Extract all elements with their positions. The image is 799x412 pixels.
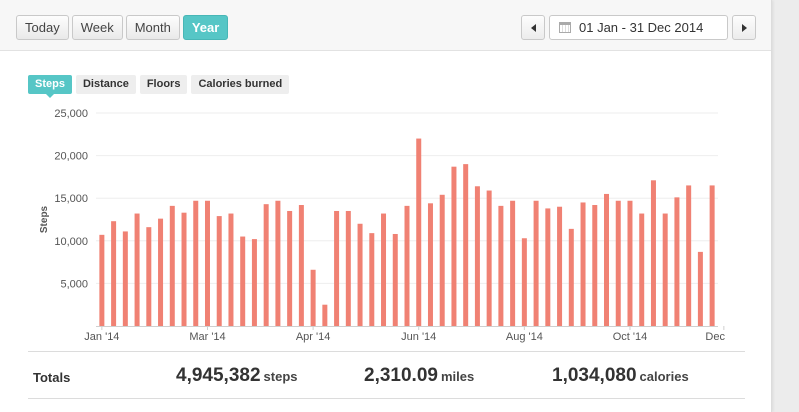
x-tick-label: Apr '14 bbox=[296, 331, 331, 343]
bar bbox=[310, 269, 316, 326]
bar bbox=[662, 213, 668, 326]
bar bbox=[345, 210, 351, 326]
bar bbox=[357, 223, 363, 326]
totals-bottom-divider bbox=[28, 398, 745, 399]
total-steps-value: 4,945,382 bbox=[176, 365, 261, 386]
tab-distance[interactable]: Distance bbox=[75, 75, 136, 94]
steps-bar-chart: 5,000 10,000 15,000 20,000 25,000 Steps Jan '1… bbox=[39, 108, 728, 343]
x-tick-label: Dec '14 bbox=[705, 331, 728, 343]
total-steps-unit: steps bbox=[263, 369, 298, 384]
bar bbox=[650, 180, 656, 326]
range-today-button[interactable]: Today bbox=[16, 15, 69, 40]
total-miles-unit: miles bbox=[440, 369, 475, 384]
bar bbox=[580, 202, 586, 326]
total-calories-unit: calories bbox=[639, 369, 689, 384]
range-year-button[interactable]: Year bbox=[182, 15, 229, 40]
bar bbox=[334, 210, 340, 326]
bar bbox=[392, 233, 398, 326]
total-steps: 4,945,382 steps bbox=[176, 365, 298, 387]
bar bbox=[263, 204, 269, 326]
bar bbox=[193, 200, 199, 326]
bar bbox=[510, 200, 516, 326]
bar bbox=[146, 227, 152, 326]
bar bbox=[99, 234, 105, 326]
bar bbox=[404, 205, 410, 326]
x-tick-label: Oct '14 bbox=[613, 331, 648, 343]
bar bbox=[521, 238, 527, 326]
bar bbox=[228, 213, 234, 326]
x-tick-label: Jun '14 bbox=[401, 331, 436, 343]
bar bbox=[204, 200, 210, 326]
totals-label: Totals bbox=[33, 370, 71, 385]
bar bbox=[474, 186, 480, 326]
y-tick-label: 20,000 bbox=[54, 151, 88, 163]
chevron-right-icon bbox=[741, 23, 747, 32]
next-period-button[interactable] bbox=[732, 15, 756, 40]
bar bbox=[545, 208, 551, 326]
bar bbox=[615, 200, 621, 326]
bar bbox=[604, 193, 610, 326]
bar bbox=[298, 205, 304, 326]
x-tick-label: Jan '14 bbox=[84, 331, 119, 343]
bar bbox=[240, 236, 246, 326]
total-miles-value: 2,310.09 bbox=[364, 365, 438, 386]
bar bbox=[697, 251, 703, 326]
bar bbox=[287, 210, 293, 326]
tab-calories-burned[interactable]: Calories burned bbox=[191, 75, 290, 94]
bar bbox=[416, 138, 422, 326]
bar bbox=[322, 304, 328, 326]
toolbar: Today Week Month Year 01 Jan - 31 Dec 20… bbox=[0, 0, 771, 51]
bar bbox=[251, 239, 257, 326]
calendar-icon bbox=[559, 22, 571, 33]
activity-panel: Today Week Month Year 01 Jan - 31 Dec 20… bbox=[0, 0, 772, 412]
total-miles: 2,310.09 miles bbox=[364, 365, 474, 387]
bar bbox=[498, 205, 504, 326]
tab-steps[interactable]: Steps bbox=[28, 75, 72, 98]
y-tick-label: 25,000 bbox=[54, 108, 88, 120]
bar bbox=[627, 200, 633, 326]
bar bbox=[275, 200, 281, 326]
bar bbox=[381, 213, 387, 326]
bar bbox=[158, 218, 164, 326]
bar bbox=[439, 194, 445, 326]
bar bbox=[111, 221, 117, 326]
bar bbox=[709, 185, 715, 326]
date-range-text: 01 Jan - 31 Dec 2014 bbox=[579, 20, 704, 35]
chevron-left-icon bbox=[530, 23, 536, 32]
bar bbox=[639, 213, 645, 326]
bar bbox=[533, 200, 539, 326]
x-tick-label: Mar '14 bbox=[189, 331, 225, 343]
range-month-button[interactable]: Month bbox=[125, 15, 180, 40]
range-week-button[interactable]: Week bbox=[71, 15, 123, 40]
y-axis-label: Steps bbox=[39, 205, 50, 233]
bar bbox=[181, 212, 187, 326]
bar bbox=[568, 228, 574, 326]
x-tick-label: Aug '14 bbox=[506, 331, 543, 343]
bar bbox=[463, 164, 469, 326]
y-tick-label: 15,000 bbox=[54, 193, 88, 205]
y-tick-label: 5,000 bbox=[60, 278, 88, 290]
totals-top-divider bbox=[28, 351, 745, 352]
bar bbox=[451, 166, 457, 326]
bar bbox=[557, 206, 563, 326]
date-navigator: 01 Jan - 31 Dec 2014 bbox=[521, 15, 756, 40]
bar bbox=[592, 205, 598, 326]
bar bbox=[134, 213, 140, 326]
bar bbox=[486, 190, 492, 326]
tab-floors[interactable]: Floors bbox=[139, 75, 188, 94]
date-range-picker[interactable]: 01 Jan - 31 Dec 2014 bbox=[549, 15, 728, 40]
total-calories: 1,034,080 calories bbox=[552, 365, 689, 387]
bar bbox=[427, 203, 433, 326]
bar bbox=[369, 233, 375, 326]
bar bbox=[674, 197, 680, 326]
bar bbox=[686, 185, 692, 326]
previous-period-button[interactable] bbox=[521, 15, 545, 40]
time-range-selector: Today Week Month Year bbox=[16, 15, 229, 40]
y-tick-label: 10,000 bbox=[54, 236, 88, 248]
bar bbox=[169, 205, 175, 326]
metric-tabs: Steps Distance Floors Calories burned bbox=[28, 75, 290, 98]
bar bbox=[122, 231, 128, 326]
total-calories-value: 1,034,080 bbox=[552, 365, 637, 386]
bar bbox=[216, 216, 222, 326]
